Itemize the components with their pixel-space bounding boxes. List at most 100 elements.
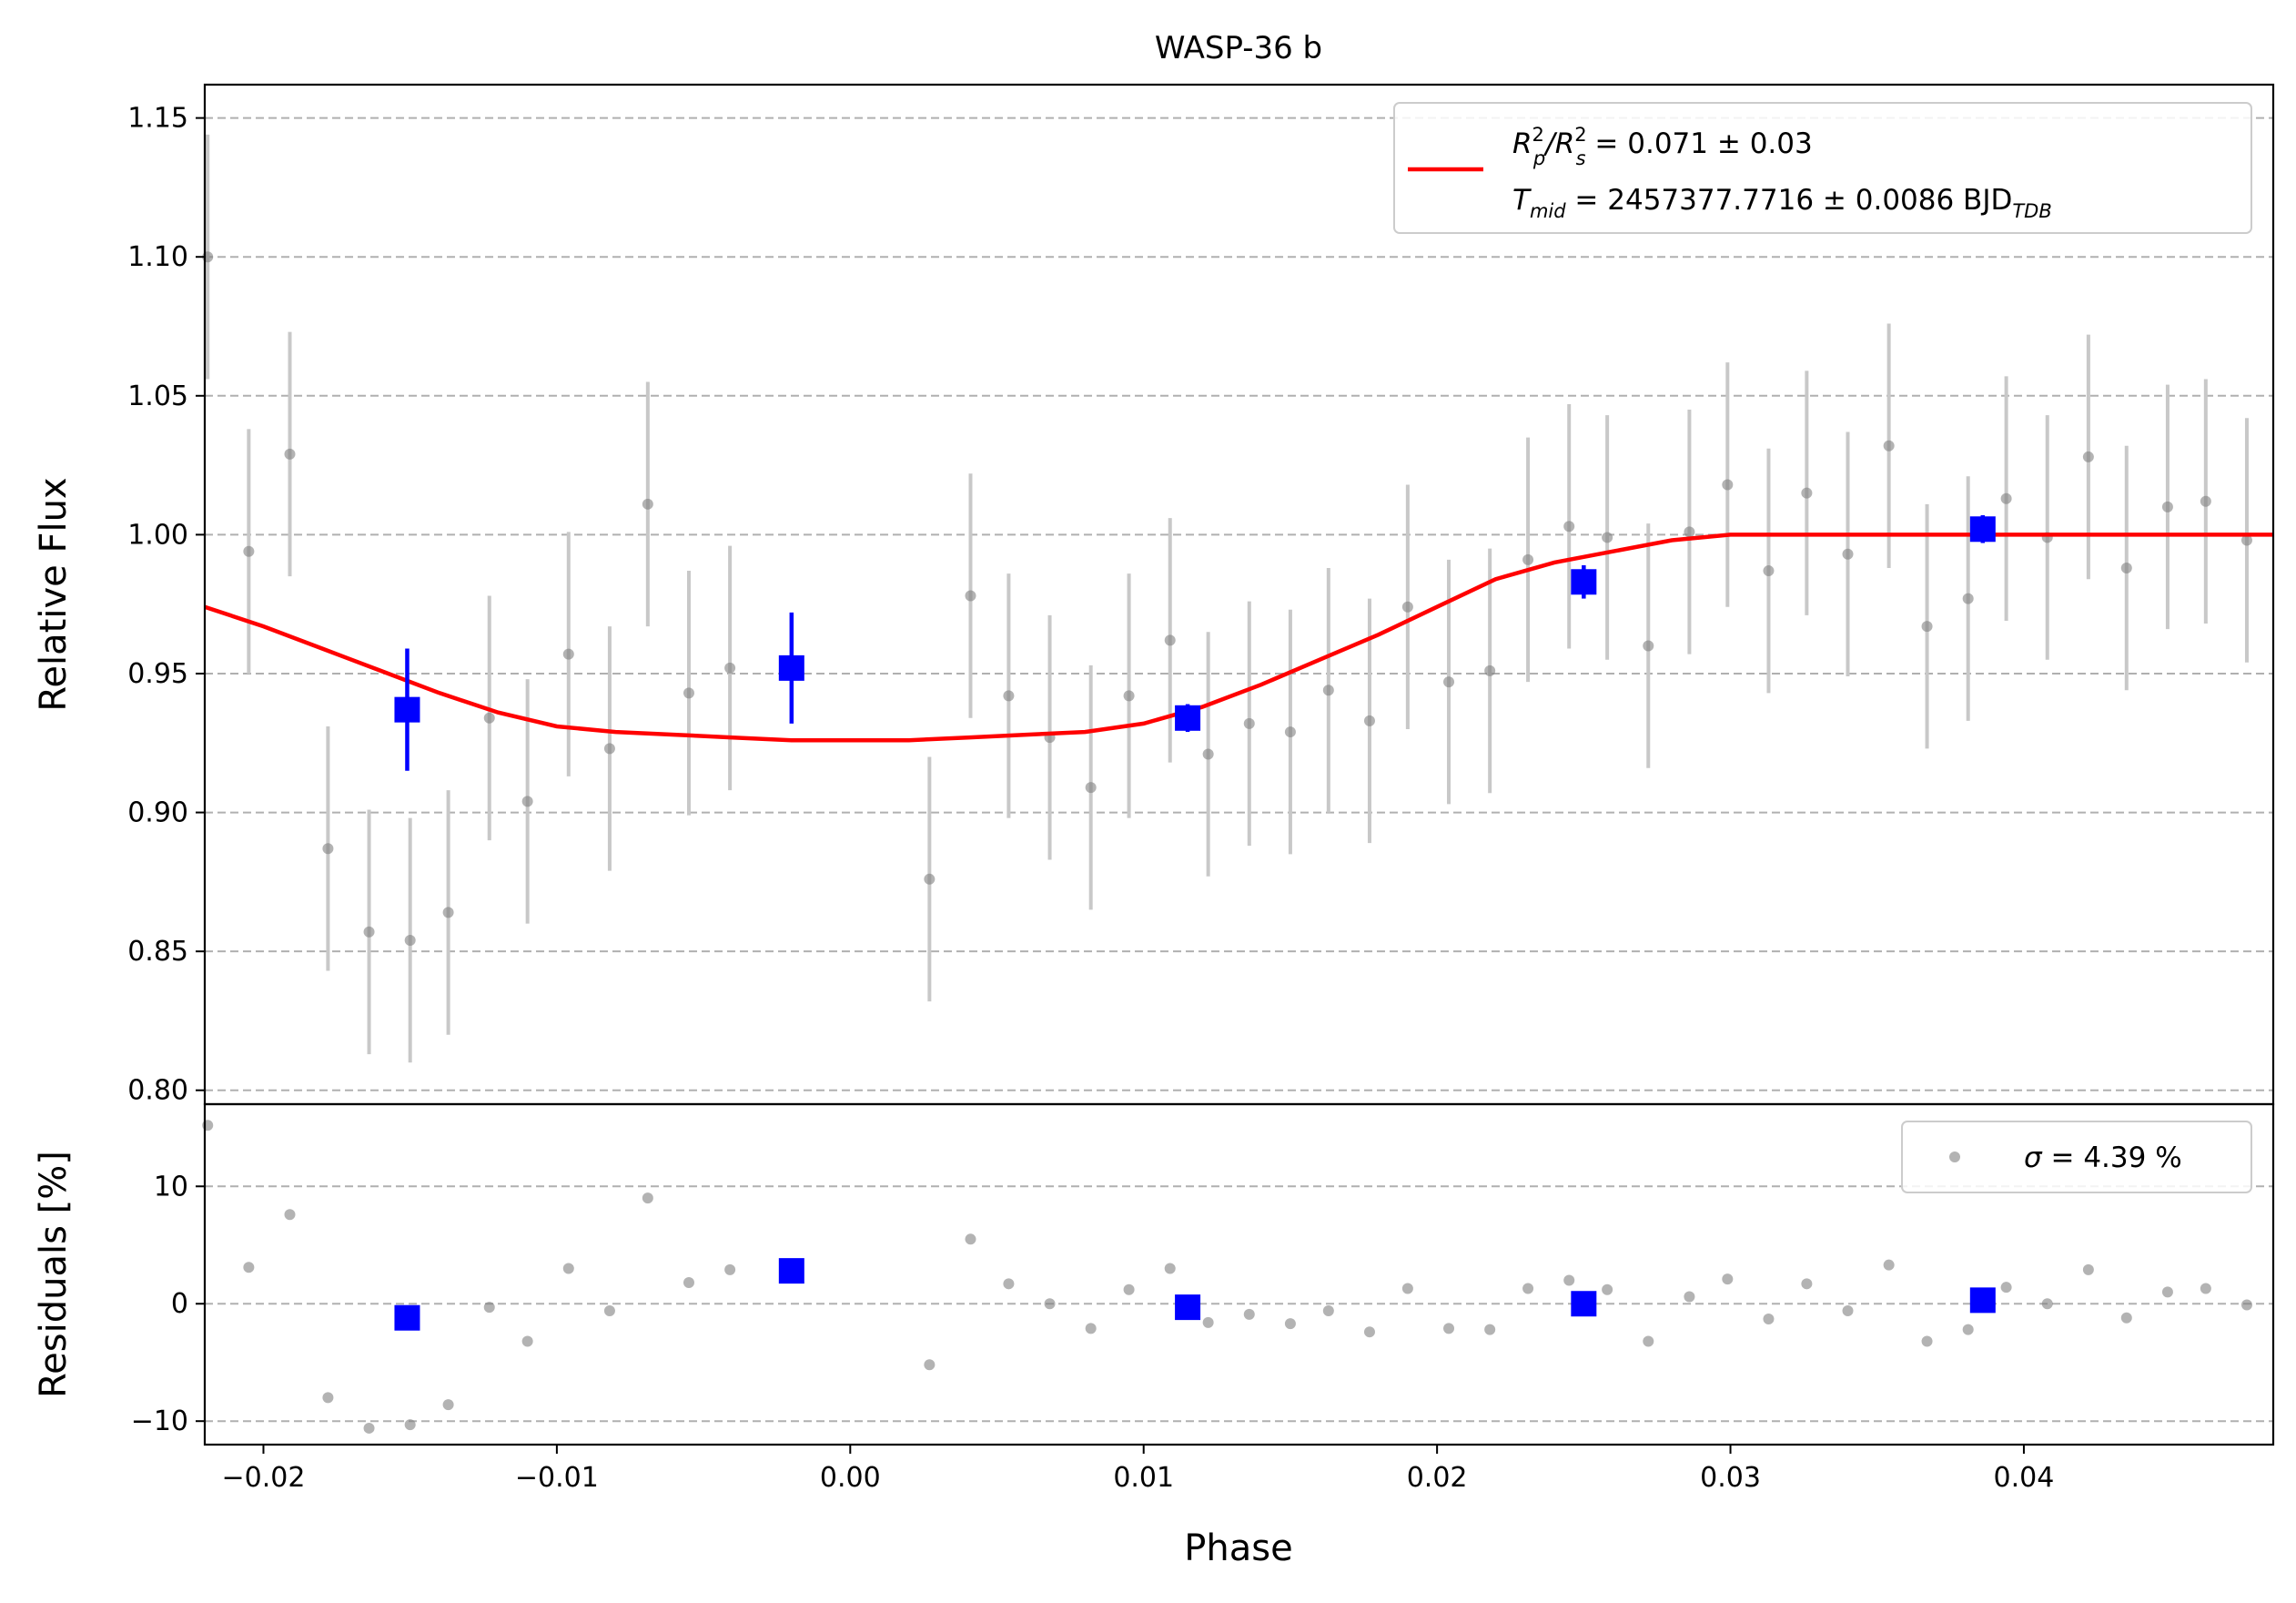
flux-data-point (363, 926, 375, 938)
residual-binned-point (394, 1304, 420, 1331)
phase-x-tick-label: 0.02 (1407, 1462, 1468, 1494)
flux-data-point (1284, 726, 1296, 738)
phase-x-tick-label: 0.03 (1700, 1462, 1761, 1494)
residual-data-point (603, 1304, 615, 1316)
residual-data-point (363, 1422, 375, 1434)
flux-y-tick-label: 1.05 (127, 380, 188, 412)
residual-binned-point (1175, 1294, 1201, 1321)
flux-data-point (1602, 532, 1613, 543)
flux-data-point (603, 743, 615, 755)
binned-point (1571, 569, 1597, 595)
residual-data-point (724, 1263, 736, 1275)
residual-data-point (1602, 1283, 1613, 1295)
flux-data-point (1921, 621, 1933, 633)
phase-x-tick-label: −0.02 (222, 1462, 306, 1494)
residual-data-point (483, 1302, 495, 1314)
residuals-binned-points (394, 1258, 1996, 1331)
flux-data-point (1801, 487, 1813, 499)
binned-point (1969, 516, 1996, 543)
flux-data-point (1401, 601, 1413, 613)
flux-data-point (1003, 690, 1015, 702)
flux-data-point (2200, 495, 2211, 507)
residuals-y-tick-label: −10 (131, 1405, 188, 1437)
legend-depth-label: R2 p/R2 s = 0.071 ± 0.03 (1512, 124, 1813, 169)
phase-x-axis-label: Phase (1184, 1527, 1292, 1569)
residual-data-point (2041, 1298, 2053, 1310)
residual-data-point (1322, 1304, 1334, 1316)
flux-data-point (284, 448, 296, 460)
flux-data-point (1243, 717, 1255, 729)
residual-data-point (1722, 1273, 1734, 1285)
residual-data-point (2161, 1286, 2173, 1298)
residuals-y-axis-label: Residuals [%] (33, 1151, 75, 1398)
flux-data-point (1443, 676, 1455, 688)
flux-data-point (1363, 715, 1375, 726)
flux-gridlines (205, 117, 2273, 1091)
residual-data-point (1962, 1324, 1974, 1335)
residual-binned-point (1571, 1291, 1597, 1317)
flux-data-point (965, 590, 976, 602)
phase-x-tick-label: 0.00 (820, 1462, 881, 1494)
residuals-y-ticks: −10 0 10 (131, 1171, 205, 1437)
residual-data-point (1243, 1308, 1255, 1320)
residual-data-point (1921, 1335, 1933, 1347)
flux-data-point (2240, 534, 2252, 546)
residual-binned-point (1969, 1287, 1996, 1314)
legend-sigma-label: σ = 4.39 % (2024, 1141, 2182, 1174)
flux-data-point (924, 873, 936, 885)
flux-data-point (442, 907, 454, 918)
residual-data-point (683, 1277, 694, 1289)
residuals-panel: −10 0 10 −0.02 −0.01 0.00 0.01 0.02 0.03 0.04 σ … (33, 1102, 2275, 1569)
flux-data-point (562, 648, 574, 660)
residual-data-point (924, 1359, 936, 1371)
flux-data-point (1722, 479, 1734, 491)
flux-data-point (2082, 451, 2094, 462)
residuals-axes-frame (203, 1102, 2275, 1446)
residual-data-point (2240, 1299, 2252, 1311)
flux-data-point (1484, 665, 1496, 676)
phase-x-ticks: −0.02 −0.01 0.00 0.01 0.02 0.03 0.04 (222, 1445, 2054, 1494)
residuals-y-tick-label: 0 (171, 1288, 188, 1320)
residual-data-point (2000, 1282, 2012, 1294)
flux-binned-points (394, 515, 1996, 771)
flux-data-point (642, 498, 653, 510)
residual-data-point (1284, 1318, 1296, 1330)
flux-y-tick-label: 1.10 (127, 241, 188, 273)
residual-data-point (1164, 1263, 1176, 1274)
flux-y-axis-label: Relative Flux (33, 477, 75, 711)
residual-data-point (965, 1233, 976, 1245)
phase-x-tick-label: 0.01 (1113, 1462, 1174, 1494)
residual-data-point (642, 1192, 653, 1204)
flux-data-point (1643, 640, 1654, 652)
residual-data-point (442, 1399, 454, 1411)
flux-y-tick-label: 1.00 (127, 519, 188, 551)
binned-point (394, 696, 420, 723)
residual-data-point (1563, 1274, 1575, 1286)
residual-data-point (1123, 1283, 1135, 1295)
residual-data-point (1401, 1283, 1413, 1294)
residual-data-point (521, 1335, 533, 1347)
flux-data-point (1563, 521, 1575, 533)
residual-data-point (2120, 1312, 2132, 1324)
residual-data-point (322, 1392, 334, 1404)
flux-y-ticks: 0.80 0.85 0.90 0.95 1.00 1.05 1.10 1.15 (127, 103, 205, 1107)
flux-data-point (1123, 690, 1135, 702)
residual-data-point (2082, 1263, 2094, 1275)
residual-data-point (284, 1209, 296, 1221)
residual-data-point (1684, 1291, 1695, 1303)
flux-y-tick-label: 0.90 (127, 797, 188, 829)
chart-title: WASP-36 b (1155, 30, 1322, 66)
phase-x-tick-label: −0.01 (515, 1462, 599, 1494)
legend-residual-marker (1949, 1152, 1960, 1162)
residuals-y-tick-label: 10 (154, 1171, 188, 1202)
residual-data-point (1484, 1324, 1496, 1335)
flux-legend: R2 p/R2 s = 0.071 ± 0.03 Tmid = 2457377.77… (1393, 102, 2252, 234)
flux-panel: 0.80 0.85 0.90 0.95 1.00 1.05 1.10 1.15 R2 p/R2 s… (33, 83, 2275, 1107)
flux-data-point (1322, 685, 1334, 696)
flux-y-tick-label: 1.15 (127, 103, 188, 135)
flux-data-point (1085, 782, 1097, 794)
flux-data-point (404, 934, 416, 946)
flux-data-point (1842, 548, 1854, 560)
flux-data-point (1883, 440, 1895, 451)
